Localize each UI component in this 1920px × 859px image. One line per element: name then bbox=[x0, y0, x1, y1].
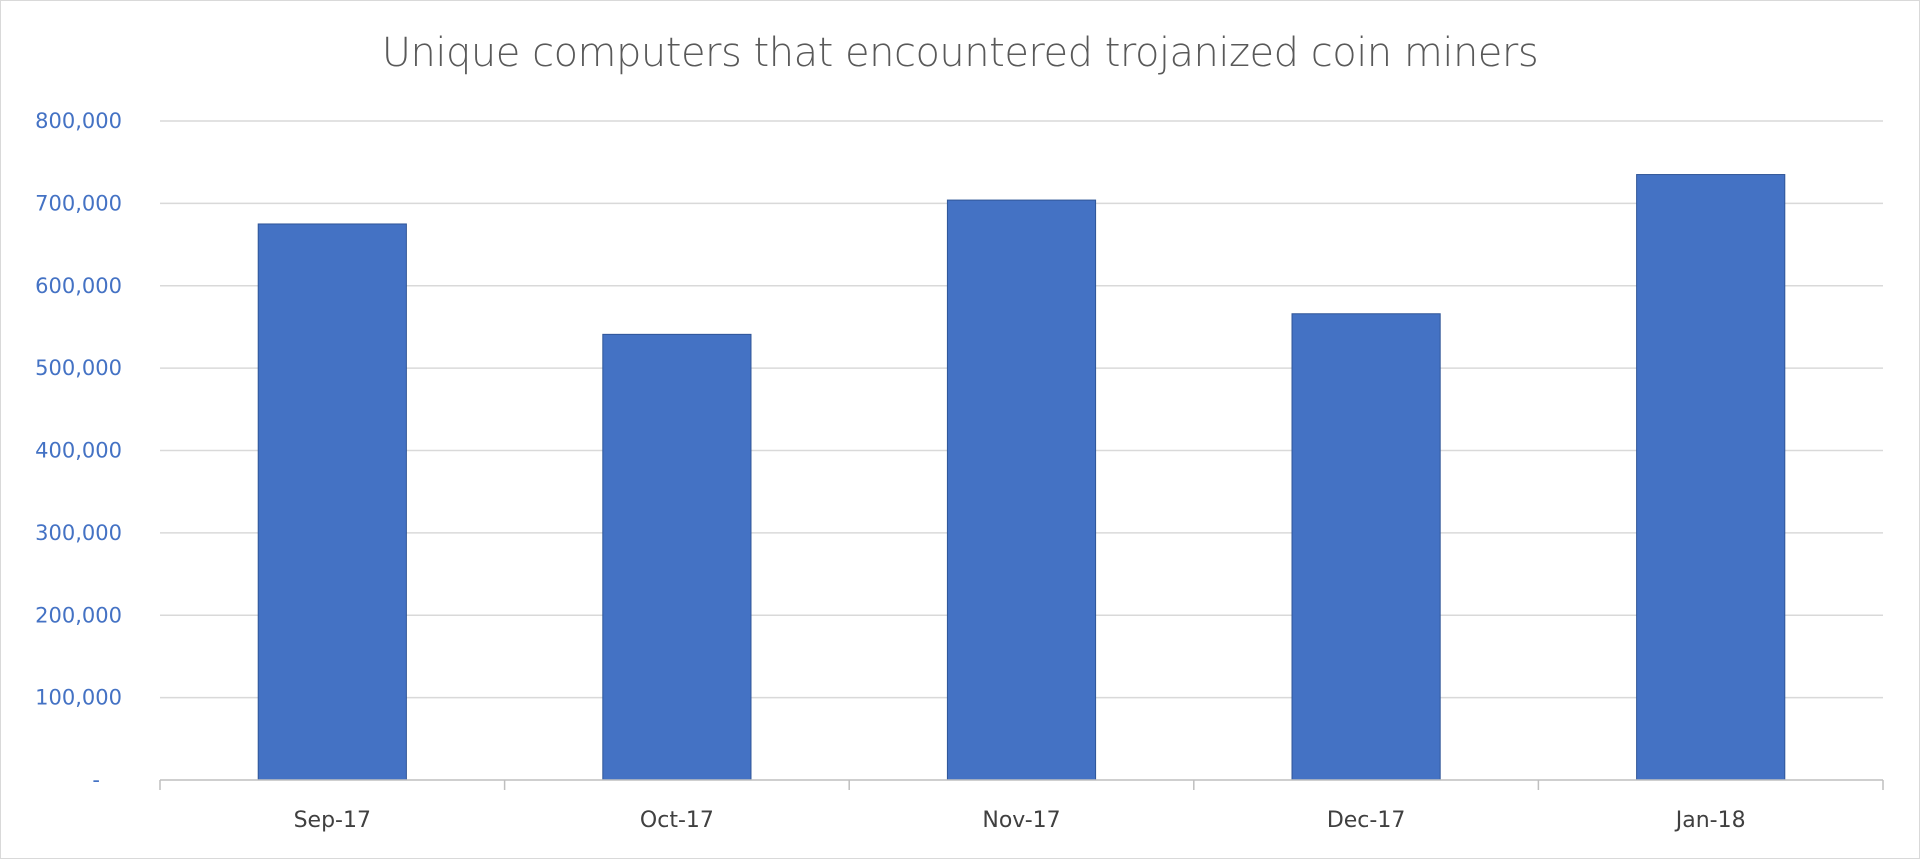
x-tick-label: Nov-17 bbox=[982, 808, 1060, 833]
x-axis bbox=[159, 779, 1884, 790]
y-tick-label: 800,000 bbox=[35, 109, 122, 133]
x-tick-label: Jan-18 bbox=[1674, 808, 1746, 833]
x-tick-label: Oct-17 bbox=[640, 808, 714, 833]
x-tick-label: Dec-17 bbox=[1327, 808, 1406, 833]
y-tick-label: 600,000 bbox=[35, 274, 122, 298]
y-tick-label: 200,000 bbox=[35, 603, 122, 627]
y-tick-label: 700,000 bbox=[35, 191, 122, 215]
x-axis-tick-labels: Sep-17 Oct-17 Nov-17 Dec-17 Jan-18 bbox=[294, 808, 1746, 833]
bar-jan-18 bbox=[1636, 174, 1786, 781]
bars bbox=[257, 174, 1786, 781]
y-tick-label: 400,000 bbox=[35, 439, 122, 463]
bar-oct-17 bbox=[602, 333, 752, 781]
bar-nov-17 bbox=[946, 199, 1097, 781]
bar-sep-17 bbox=[257, 223, 407, 781]
y-tick-label: - bbox=[92, 768, 100, 792]
y-axis-tick-labels: - 100,000 200,000 300,000 400,000 500,000 600,… bbox=[35, 109, 122, 792]
y-tick-label: 500,000 bbox=[35, 356, 122, 380]
chart-title: Unique computers that encountered trojan… bbox=[381, 30, 1539, 76]
bar-dec-17 bbox=[1291, 313, 1441, 781]
y-tick-label: 100,000 bbox=[35, 686, 122, 710]
y-tick-label: 300,000 bbox=[35, 521, 122, 545]
x-tick-label: Sep-17 bbox=[294, 808, 371, 833]
